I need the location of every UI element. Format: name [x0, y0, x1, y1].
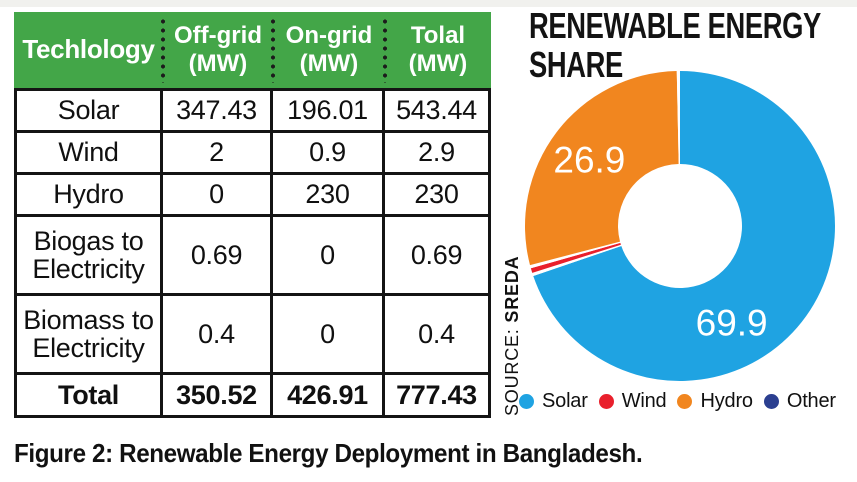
figure-caption: Figure 2: Renewable Energy Deployment in… [14, 438, 643, 468]
dotted-separator [270, 17, 276, 83]
cell-off-grid: 2 [163, 133, 273, 175]
donut-gap [676, 71, 680, 165]
legend-label-solar: Solar [542, 390, 588, 412]
cell-on-grid: 0 [273, 217, 385, 296]
cell-on-grid: 0 [273, 296, 385, 375]
cell-total: 0.4 [385, 296, 491, 375]
table-row-biomass: Biomass to Electricity 0.4 0 0.4 [14, 296, 491, 375]
table-row-wind: Wind 2 0.9 2.9 [14, 133, 491, 175]
table-row-hydro: Hydro 0 230 230 [14, 175, 491, 217]
cell-off-grid: 0.69 [163, 217, 273, 296]
legend-label-hydro: Hydro [700, 390, 753, 412]
header-technology-label: Techlology [22, 34, 155, 65]
cell-technology: Wind [14, 133, 163, 175]
legend-dot-other [763, 394, 779, 409]
chart-legend: Solar Wind Hydro Other [519, 390, 857, 413]
chart-title-line1: RENEWABLE ENERGY [529, 5, 821, 46]
cell-technology: Hydro [14, 175, 163, 217]
legend-item-hydro: Hydro [677, 390, 753, 413]
renewable-deployment-table: Techlology Off-grid (MW) On-grid (MW) To… [14, 12, 491, 418]
cell-on-grid: 230 [273, 175, 385, 217]
cell-total-label: Total [14, 375, 163, 418]
cell-grand-total: 777.43 [385, 375, 491, 418]
donut-slice-hydro [525, 71, 679, 266]
legend-dot-wind [598, 394, 614, 409]
cell-on-grid: 0.9 [273, 133, 385, 175]
legend-dot-solar [519, 394, 534, 409]
cell-off-grid-total: 350.52 [163, 375, 273, 418]
donut-value-label: 26.9 [553, 140, 625, 181]
donut-gap [532, 244, 622, 276]
cell-technology: Biomass to Electricity [14, 296, 163, 375]
header-off-grid: Off-grid (MW) [160, 12, 273, 88]
legend-dot-hydro [677, 394, 693, 409]
donut-slice-wind [530, 242, 621, 273]
legend-label-other: Other [786, 390, 836, 412]
header-technology: Techlology [14, 12, 163, 88]
dotted-separator [382, 17, 388, 83]
cell-off-grid: 0.4 [163, 296, 273, 375]
donut-gap [530, 241, 621, 269]
cell-total: 2.9 [385, 133, 491, 175]
cell-on-grid-total: 426.91 [273, 375, 385, 418]
dotted-separator [160, 17, 166, 83]
cell-on-grid: 196.01 [273, 88, 385, 133]
donut-value-label: 69.9 [696, 303, 768, 344]
cell-technology: Solar [14, 88, 163, 133]
donut-slice-solar [533, 71, 835, 381]
header-on-grid: On-grid (MW) [270, 12, 385, 88]
chart-title: RENEWABLE ENERGY SHARE [529, 5, 821, 86]
legend-item-solar: Solar [519, 390, 588, 413]
source-name: SREDA [502, 255, 522, 323]
header-total: Tolal (MW) [382, 12, 491, 88]
cell-off-grid: 347.43 [163, 88, 273, 133]
table-row-solar: Solar 347.43 196.01 543.44 [14, 88, 491, 133]
table-row-total: Total 350.52 426.91 777.43 [14, 375, 491, 418]
legend-item-wind: Wind [598, 390, 667, 413]
cell-total: 543.44 [385, 88, 491, 133]
cell-total: 230 [385, 175, 491, 217]
table-row-biogas: Biogas to Electricity 0.69 0 0.69 [14, 217, 491, 296]
legend-item-other: Other [763, 390, 836, 413]
chart-title-line2: SHARE [529, 44, 623, 86]
cell-technology: Biogas to Electricity [14, 217, 163, 296]
cell-off-grid: 0 [163, 175, 273, 217]
cell-total: 0.69 [385, 217, 491, 296]
top-edge-strip [0, 0, 857, 7]
table-header-row: Techlology Off-grid (MW) On-grid (MW) To… [14, 12, 491, 88]
legend-label-wind: Wind [621, 390, 667, 412]
